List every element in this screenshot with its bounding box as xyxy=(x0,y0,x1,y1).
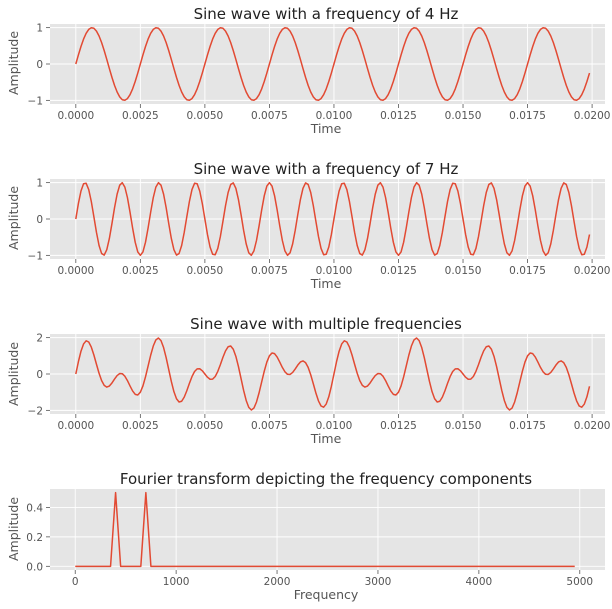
plot-area: 0.0000 0.0025 0.0050 0.0075 0.0100 0.0125 0.01… xyxy=(28,333,611,432)
chart-title: Fourier transform depicting the frequenc… xyxy=(120,470,532,488)
x-axis-label: Time xyxy=(310,121,342,136)
x-axis-label: Frequency xyxy=(294,587,359,602)
y-axis-label: Amplitude xyxy=(6,342,21,406)
x-tick-label: 0.0075 xyxy=(251,110,288,122)
x-tick-label: 3000 xyxy=(365,576,392,588)
x-tick-label: 0.0150 xyxy=(445,420,482,432)
x-tick-label: 0.0025 xyxy=(122,420,159,432)
x-tick-label: 0.0100 xyxy=(316,110,353,122)
chart-panel-7hz-sine: 0.0000 0.0025 0.0050 0.0075 0.0100 0.0125 0.01… xyxy=(6,160,610,291)
x-tick-label: 4000 xyxy=(465,576,492,588)
x-tick-label: 0.0150 xyxy=(445,110,482,122)
x-tick-label: 0.0125 xyxy=(380,110,417,122)
x-tick-label: 0.0175 xyxy=(509,420,546,432)
y-tick-label: 0 xyxy=(36,59,43,71)
y-tick-label: 2 xyxy=(36,333,43,345)
x-tick-label: 5000 xyxy=(566,576,593,588)
x-tick-label: 0 xyxy=(72,576,79,588)
x-tick-label: 0.0150 xyxy=(445,265,482,277)
chart-title: Sine wave with multiple frequencies xyxy=(190,315,462,333)
x-tick-label: 0.0050 xyxy=(187,265,224,277)
chart-title: Sine wave with a frequency of 7 Hz xyxy=(194,160,459,178)
x-tick-label: 0.0050 xyxy=(187,420,224,432)
chart-panel-fourier-transform: 0 1000 2000 3000 4000 5000 0.4 0.2 0.0 Fourier t… xyxy=(6,470,605,602)
x-tick-label: 0.0200 xyxy=(574,265,611,277)
plot-area: 0.0000 0.0025 0.0050 0.0075 0.0100 0.0125 0.01… xyxy=(28,178,611,277)
x-tick-label: 0.0000 xyxy=(57,420,94,432)
data-line xyxy=(75,181,591,257)
y-axis-label: Amplitude xyxy=(6,186,21,250)
x-tick-label: 0.0075 xyxy=(251,265,288,277)
chart-panel-4hz-sine: 0.0000 0.0025 0.0050 0.0075 0.0100 0.0125 0.01… xyxy=(6,5,610,136)
x-tick-label: 0.0200 xyxy=(574,110,611,122)
y-tick-label: −1 xyxy=(28,250,43,262)
chart-panel-multi-frequency-sine: 0.0000 0.0025 0.0050 0.0075 0.0100 0.0125 0.01… xyxy=(6,315,610,446)
data-line xyxy=(75,26,591,102)
plot-area: 0 1000 2000 3000 4000 5000 0.4 0.2 0.0 xyxy=(26,489,605,588)
x-tick-label: 0.0125 xyxy=(380,420,417,432)
x-tick-label: 2000 xyxy=(264,576,291,588)
y-axis-label: Amplitude xyxy=(6,31,21,95)
x-tick-label: 0.0175 xyxy=(509,265,546,277)
y-tick-label: 1 xyxy=(36,23,43,35)
x-tick-label: 0.0025 xyxy=(122,265,159,277)
x-axis-label: Time xyxy=(310,431,342,446)
x-axis-label: Time xyxy=(310,276,342,291)
y-tick-label: 0 xyxy=(36,214,43,226)
x-tick-label: 0.0075 xyxy=(251,420,288,432)
x-tick-label: 0.0125 xyxy=(380,265,417,277)
y-tick-label: 0 xyxy=(36,369,43,381)
x-tick-label: 0.0000 xyxy=(57,110,94,122)
y-tick-label: 0.0 xyxy=(26,561,43,573)
y-tick-label: 0.2 xyxy=(26,532,43,544)
y-tick-label: −2 xyxy=(28,405,43,417)
y-tick-label: 1 xyxy=(36,178,43,190)
y-tick-label: 0.4 xyxy=(26,502,43,514)
x-tick-label: 0.0025 xyxy=(122,110,159,122)
x-tick-label: 0.0175 xyxy=(509,110,546,122)
x-tick-label: 0.0000 xyxy=(57,265,94,277)
x-tick-label: 0.0200 xyxy=(574,420,611,432)
data-line xyxy=(75,491,575,568)
y-axis-label: Amplitude xyxy=(6,497,21,561)
plot-background xyxy=(50,489,605,570)
x-tick-label: 0.0050 xyxy=(187,110,224,122)
x-tick-label: 0.0100 xyxy=(316,420,353,432)
x-tick-label: 0.0100 xyxy=(316,265,353,277)
data-line xyxy=(75,337,591,411)
plot-area: 0.0000 0.0025 0.0050 0.0075 0.0100 0.0125 0.01… xyxy=(28,23,611,122)
chart-title: Sine wave with a frequency of 4 Hz xyxy=(194,5,459,23)
y-tick-label: −1 xyxy=(28,95,43,107)
x-tick-label: 1000 xyxy=(163,576,190,588)
